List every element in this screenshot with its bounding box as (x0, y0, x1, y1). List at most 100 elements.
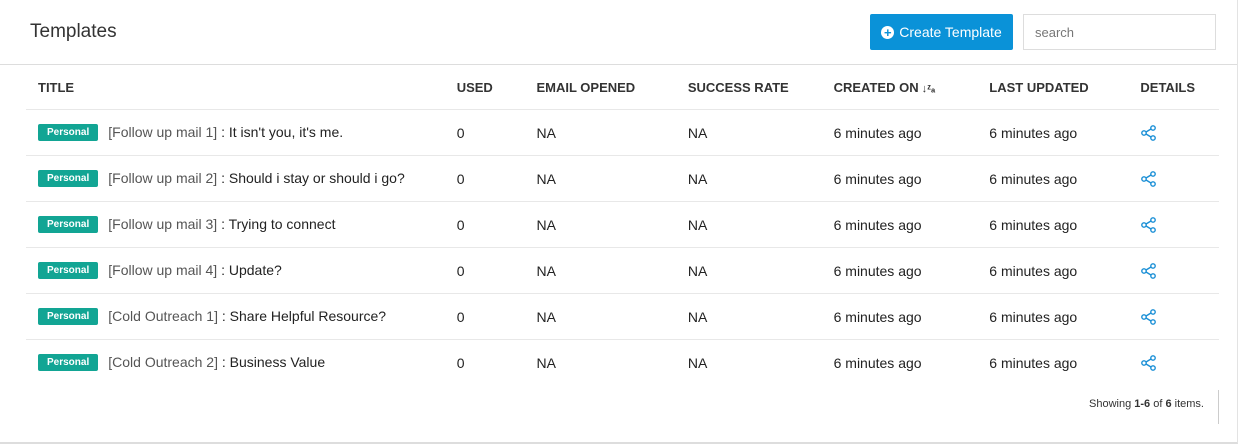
plus-circle-icon: + (881, 25, 895, 39)
column-header[interactable]: LAST UPDATED (977, 65, 1129, 110)
table-row[interactable]: Personal [Follow up mail 4] : Update? 0 N… (26, 247, 1219, 294)
created-on-cell: 6 minutes ago (821, 155, 978, 202)
created-on-cell: 6 minutes ago (821, 247, 978, 294)
created-on-cell: 6 minutes ago (821, 293, 978, 340)
used-cell: 0 (444, 293, 525, 340)
template-subject[interactable]: : Business Value (217, 353, 326, 370)
last-updated-cell: 6 minutes ago (977, 293, 1129, 340)
title-cell: Personal [Follow up mail 3] : Trying to c… (26, 201, 445, 248)
success-rate-cell: NA (675, 155, 822, 202)
used-cell: 0 (456, 354, 465, 371)
column-label: TITLE (38, 79, 75, 95)
create-template-button[interactable]: + Create Template (870, 14, 1013, 50)
share-icon[interactable] (1140, 216, 1158, 237)
page-title: Templates (30, 21, 117, 42)
share-icon[interactable] (1140, 308, 1158, 329)
column-header[interactable]: USED (444, 65, 525, 110)
email-opened-cell: NA (524, 201, 676, 248)
template-tag[interactable]: [Cold Outreach 2] (108, 353, 218, 370)
used-cell: 0 (444, 247, 525, 294)
last-updated-cell: 6 minutes ago (977, 109, 1129, 156)
column-header[interactable]: SUCCESS RATE (675, 65, 822, 110)
details-cell (1128, 247, 1219, 294)
details-cell (1128, 293, 1219, 340)
summary-text: Showing (1089, 398, 1135, 410)
success-rate-cell: NA (675, 201, 822, 248)
column-header[interactable]: CREATED ON ↓ᶻₐ (821, 65, 978, 110)
category-badge: Personal (38, 308, 99, 326)
email-opened-cell: NA (524, 247, 676, 294)
created-on-cell: 6 minutes ago (821, 109, 978, 156)
share-icon[interactable] (1140, 262, 1158, 283)
create-template-label: Create Template (899, 24, 1002, 40)
template-tag[interactable]: [Follow up mail 2] (108, 169, 218, 186)
template-subject[interactable]: : Should i stay or should i go? (217, 169, 405, 186)
category-badge: Personal (38, 354, 99, 372)
success-rate-cell: NA (675, 293, 822, 340)
details-cell (1128, 155, 1219, 202)
template-tag[interactable]: [Cold Outreach 1] (108, 307, 218, 324)
used-cell: 0 (444, 201, 525, 248)
category-badge: Personal (38, 170, 99, 188)
success-rate-cell: NA (687, 354, 708, 371)
last-updated-cell: 6 minutes ago (977, 155, 1129, 202)
summary-text: of (1150, 398, 1166, 410)
details-cell (1128, 340, 1219, 386)
divider (1218, 390, 1219, 424)
created-on-cell: 6 minutes ago (833, 354, 922, 371)
table-row[interactable]: Personal [Follow up mail 1] : It isn't yo… (26, 109, 1219, 156)
title-cell: Personal [Follow up mail 1] : It isn't yo… (26, 109, 445, 156)
pagination-summary: Showing 1-6 of 6 items. (1089, 398, 1204, 410)
template-tag[interactable]: [Follow up mail 1] (108, 123, 218, 140)
email-opened-cell: NA (524, 155, 676, 202)
share-icon[interactable] (1140, 354, 1158, 375)
share-icon[interactable] (1140, 124, 1158, 145)
summary-total: 6 (1165, 398, 1172, 410)
template-subject[interactable]: : It isn't you, it's me. (217, 123, 344, 140)
column-label: CREATED ON (833, 79, 919, 95)
column-header[interactable]: EMAIL OPENED (524, 65, 676, 110)
table-row[interactable]: Personal [Follow up mail 3] : Trying to c… (26, 201, 1219, 248)
success-rate-cell: NA (675, 247, 822, 294)
created-on-cell: 6 minutes ago (821, 201, 978, 248)
category-badge: Personal (38, 262, 99, 280)
title-cell: Personal [Cold Outreach 1] : Share Helpfu… (26, 293, 445, 340)
table-row[interactable]: Personal [Cold Outreach 2] : Business Val… (26, 340, 1219, 386)
column-header[interactable]: TITLE (26, 65, 445, 110)
column-label: USED (456, 79, 493, 95)
templates-table: TITLE USED EMAIL OPENED SUCCESS RATE CREATED… (26, 65, 1219, 385)
panel-header: Templates + Create Template (0, 0, 1237, 65)
template-subject[interactable]: : Share Helpful Resource? (217, 307, 387, 324)
title-cell: Personal [Cold Outreach 2] : Business Val… (26, 340, 445, 386)
column-label: DETAILS (1140, 79, 1196, 95)
title-cell: Personal [Follow up mail 2] : Should i st… (26, 155, 445, 202)
last-updated-cell: 6 minutes ago (989, 354, 1078, 371)
title-cell: Personal [Follow up mail 4] : Update? (26, 247, 445, 294)
email-opened-cell: NA (536, 354, 556, 371)
table-row[interactable]: Personal [Cold Outreach 1] : Share Helpfu… (26, 293, 1219, 340)
summary-range: 1-6 (1134, 398, 1151, 410)
email-opened-cell: NA (524, 109, 676, 156)
search-input[interactable] (1023, 14, 1216, 50)
column-label: LAST UPDATED (989, 79, 1089, 95)
template-subject[interactable]: : Update? (217, 261, 282, 278)
column-label: EMAIL OPENED (536, 79, 636, 95)
details-cell (1128, 201, 1219, 248)
details-cell (1128, 109, 1219, 156)
table-row[interactable]: Personal [Follow up mail 2] : Should i st… (26, 155, 1219, 202)
column-header[interactable]: DETAILS (1128, 65, 1219, 110)
success-rate-cell: NA (675, 109, 822, 156)
table-header: TITLE USED EMAIL OPENED SUCCESS RATE CREATED… (26, 65, 1219, 110)
share-icon[interactable] (1140, 170, 1158, 191)
last-updated-cell: 6 minutes ago (977, 201, 1129, 248)
template-tag[interactable]: [Follow up mail 3] (108, 215, 218, 232)
column-label: SUCCESS RATE (687, 79, 789, 95)
category-badge: Personal (38, 124, 99, 142)
summary-text: items. (1171, 398, 1204, 410)
last-updated-cell: 6 minutes ago (977, 247, 1129, 294)
template-tag[interactable]: [Follow up mail 4] (108, 261, 218, 278)
template-subject[interactable]: : Trying to connect (217, 215, 336, 232)
sort-alpha-down-icon[interactable]: ↓ᶻₐ (918, 82, 936, 95)
category-badge: Personal (38, 216, 99, 234)
